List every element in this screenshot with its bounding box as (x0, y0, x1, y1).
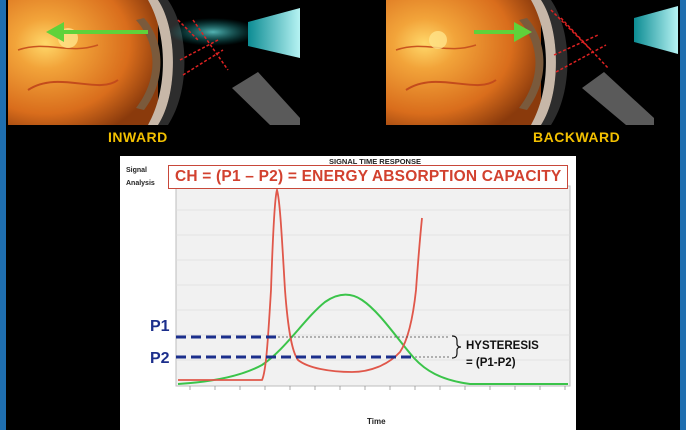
chart-header: SIGNAL TIME RESPONSE (329, 157, 421, 166)
plot-area (175, 185, 571, 387)
applanation-signal-curve (177, 293, 568, 385)
hysteresis-formula: = (P1-P2) (466, 357, 516, 369)
hysteresis-brace (451, 335, 462, 359)
inward-eye-svg (8, 0, 300, 125)
inward-eye-illustration (8, 0, 300, 125)
inward-caption: INWARD (108, 129, 168, 145)
x-axis-label: Time (367, 417, 386, 426)
pressure-curve (178, 187, 423, 381)
plot-grid (176, 209, 570, 361)
analysis-label: Analysis (126, 180, 155, 187)
backward-eye-svg (386, 0, 678, 125)
x-ticks (189, 386, 566, 390)
backward-caption: BACKWARD (533, 129, 621, 145)
right-frame-edge (680, 0, 686, 430)
p1-label: P1 (150, 318, 170, 335)
backward-eye-illustration (386, 0, 678, 125)
signal-label: Signal (126, 167, 148, 174)
p2-label: P2 (150, 350, 170, 367)
hysteresis-label: HYSTERESIS (466, 340, 539, 352)
left-frame-edge (0, 0, 6, 430)
formula-banner: CH = (P1 – P2) = ENERGY ABSORPTION CAPAC… (168, 165, 568, 189)
